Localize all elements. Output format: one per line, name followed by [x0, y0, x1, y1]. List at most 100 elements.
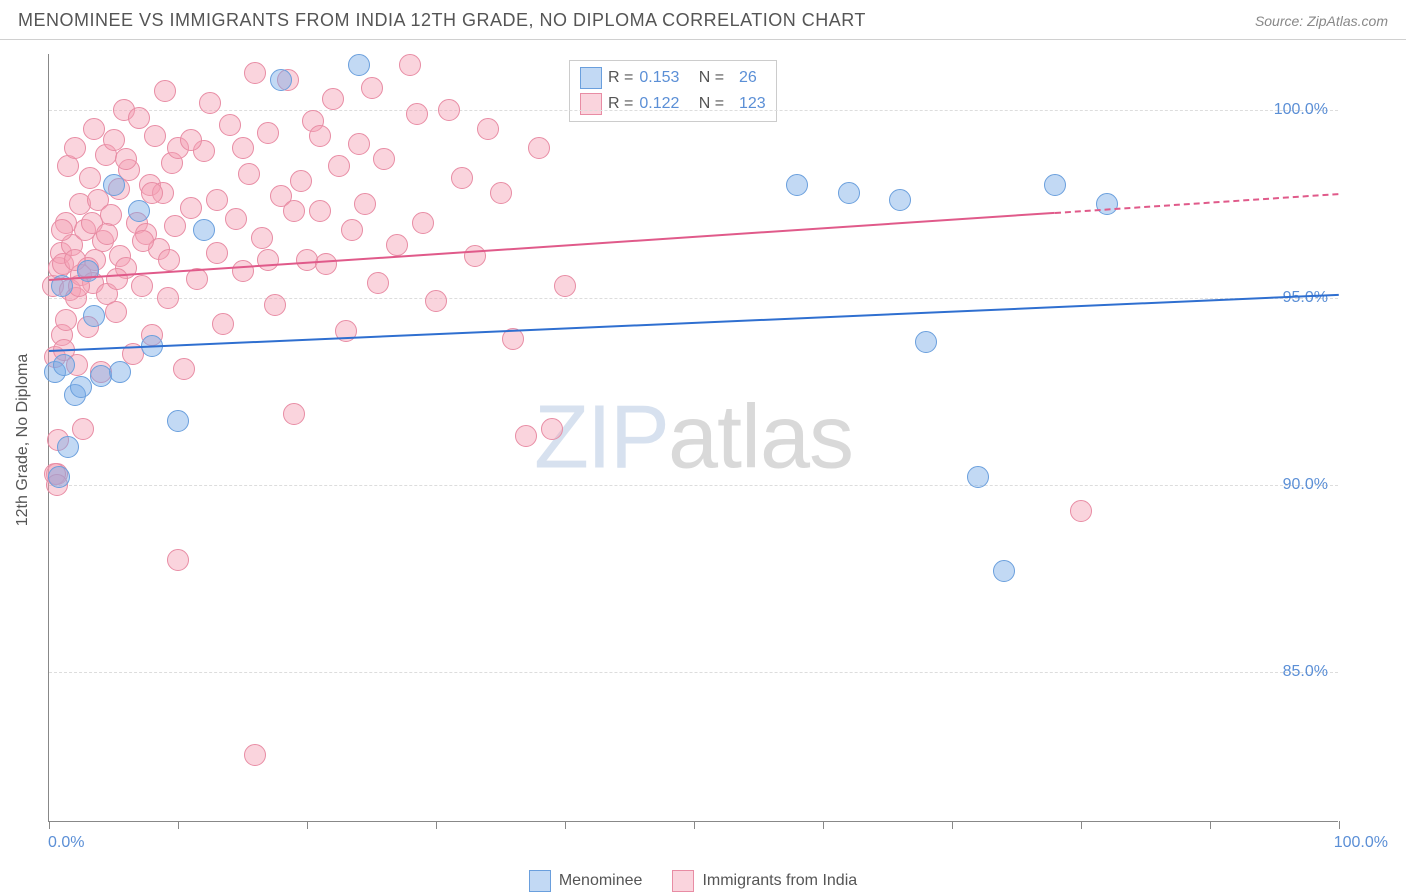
point-series-a [109, 361, 131, 383]
y-tick-label: 100.0% [1274, 101, 1328, 119]
legend-label: Immigrants from India [702, 872, 857, 890]
point-series-b [341, 219, 363, 241]
point-series-b [464, 245, 486, 267]
point-series-b [96, 223, 118, 245]
point-series-b [219, 114, 241, 136]
point-series-b [541, 418, 563, 440]
point-series-b [180, 197, 202, 219]
point-series-b [164, 215, 186, 237]
legend-item: Menominee [529, 870, 643, 892]
point-series-b [212, 313, 234, 335]
point-series-b [238, 163, 260, 185]
point-series-b [251, 227, 273, 249]
point-series-b [257, 249, 279, 271]
point-series-b [79, 167, 101, 189]
point-series-b [232, 260, 254, 282]
n-value: 26 [735, 69, 757, 87]
point-series-b [173, 358, 195, 380]
point-series-b [55, 309, 77, 331]
point-series-a [1044, 174, 1066, 196]
point-series-b [232, 137, 254, 159]
point-series-a [70, 376, 92, 398]
y-axis-label: 12th Grade, No Diploma [14, 354, 32, 527]
point-series-b [477, 118, 499, 140]
gridline [49, 110, 1338, 111]
point-series-a [915, 331, 937, 353]
y-tick-label: 90.0% [1283, 476, 1328, 494]
legend-stats: R = 0.153 N = 26 R = 0.122 N = 123 [569, 60, 777, 122]
point-series-b [283, 200, 305, 222]
legend-stats-row: R = 0.122 N = 123 [580, 91, 766, 117]
r-value: 0.153 [639, 69, 679, 87]
point-series-a [270, 69, 292, 91]
point-series-b [425, 290, 447, 312]
point-series-b [167, 549, 189, 571]
point-series-b [131, 275, 153, 297]
point-series-b [115, 148, 137, 170]
point-series-b [141, 182, 163, 204]
x-axis-max-label: 100.0% [1334, 834, 1388, 852]
point-series-b [373, 148, 395, 170]
point-series-b [199, 92, 221, 114]
point-series-a [83, 305, 105, 327]
point-series-b [206, 242, 228, 264]
point-series-b [451, 167, 473, 189]
point-series-b [157, 287, 179, 309]
legend-swatch [529, 870, 551, 892]
regression-a [49, 294, 1339, 352]
point-series-a [128, 200, 150, 222]
point-series-b [361, 77, 383, 99]
point-series-a [90, 365, 112, 387]
point-series-b [64, 137, 86, 159]
legend-series: Menominee Immigrants from India [48, 826, 1338, 892]
point-series-b [386, 234, 408, 256]
point-series-b [72, 418, 94, 440]
point-series-b [296, 249, 318, 271]
legend-stats-row: R = 0.153 N = 26 [580, 65, 766, 91]
legend-swatch [580, 93, 602, 115]
gridline [49, 672, 1338, 673]
point-series-b [328, 155, 350, 177]
point-series-b [406, 103, 428, 125]
legend-label: Menominee [559, 872, 643, 890]
point-series-b [399, 54, 421, 76]
legend-swatch [580, 67, 602, 89]
x-tick [1339, 821, 1340, 829]
source-label: Source: ZipAtlas.com [1255, 13, 1388, 29]
y-tick-label: 85.0% [1283, 663, 1328, 681]
point-series-b [244, 744, 266, 766]
point-series-a [77, 260, 99, 282]
point-series-b [315, 253, 337, 275]
point-series-b [354, 193, 376, 215]
point-series-a [838, 182, 860, 204]
point-series-b [105, 301, 127, 323]
point-series-b [132, 230, 154, 252]
point-series-a [48, 466, 70, 488]
point-series-a [993, 560, 1015, 582]
point-series-b [438, 99, 460, 121]
point-series-b [158, 249, 180, 271]
plot-area: ZIPatlas R = 0.153 N = 26 R = 0.122 N = … [48, 54, 1338, 822]
point-series-a [786, 174, 808, 196]
point-series-a [348, 54, 370, 76]
point-series-b [264, 294, 286, 316]
gridline [49, 298, 1338, 299]
point-series-b [154, 80, 176, 102]
watermark: ZIPatlas [534, 386, 853, 489]
point-series-b [283, 403, 305, 425]
title-bar: MENOMINEE VS IMMIGRANTS FROM INDIA 12TH … [0, 0, 1406, 40]
point-series-b [244, 62, 266, 84]
point-series-b [322, 88, 344, 110]
point-series-b [309, 125, 331, 147]
point-series-b [257, 122, 279, 144]
point-series-b [57, 155, 79, 177]
point-series-b [128, 107, 150, 129]
chart-title: MENOMINEE VS IMMIGRANTS FROM INDIA 12TH … [18, 10, 866, 31]
point-series-a [57, 436, 79, 458]
point-series-b [412, 212, 434, 234]
point-series-b [554, 275, 576, 297]
point-series-a [53, 354, 75, 376]
point-series-b [515, 425, 537, 447]
point-series-b [490, 182, 512, 204]
point-series-b [180, 129, 202, 151]
